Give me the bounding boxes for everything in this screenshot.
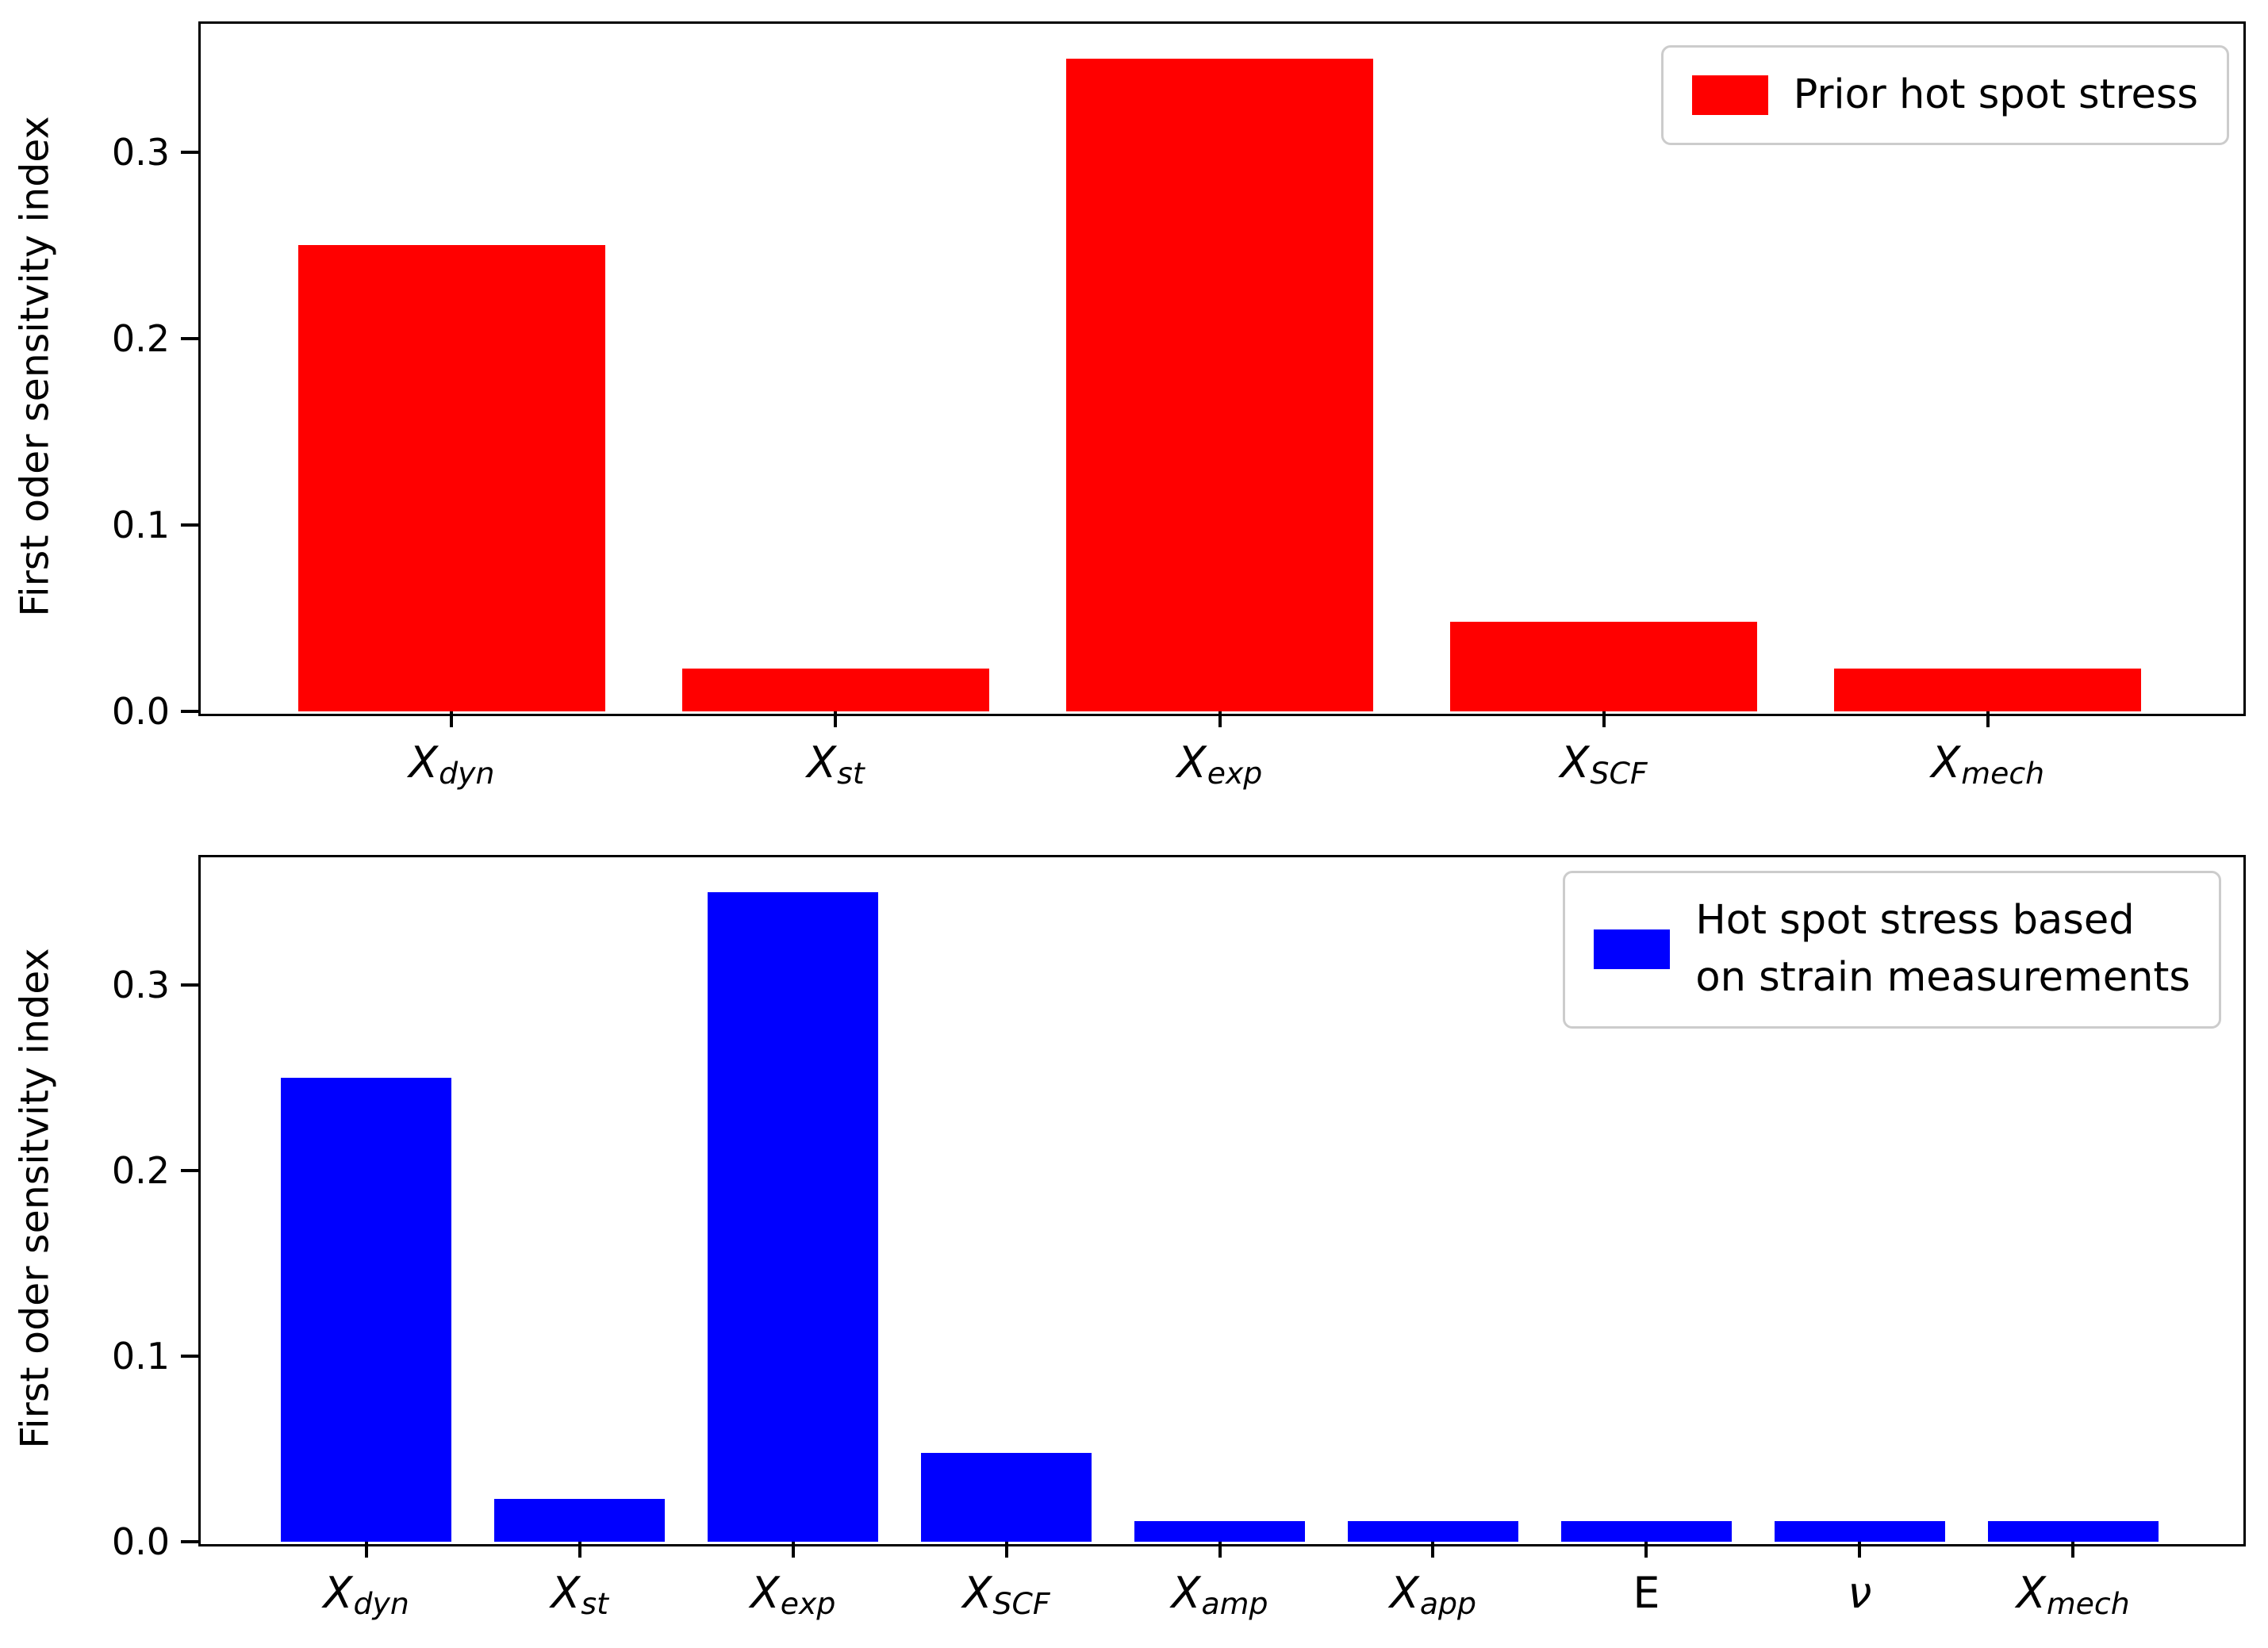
bar-bottom-Xapp [1347, 1521, 1518, 1542]
x-tick-label-bottom-Xst: Xst [551, 1568, 608, 1622]
y-tick-mark-bottom [181, 1540, 198, 1543]
x-tick-label-top-Xst: Xst [807, 738, 865, 791]
bar-bottom-ν [1774, 1521, 1945, 1542]
x-tick-mark-bottom [791, 1542, 795, 1558]
x-tick-mark-bottom [1858, 1542, 1862, 1558]
x-tick-label-bottom-ν: ν [1848, 1568, 1872, 1618]
legend-bottom: Hot spot stress based on strain measureme… [1563, 871, 2221, 1029]
bar-bottom-Xmech [1987, 1521, 2159, 1542]
y-tick-mark-bottom [181, 1168, 198, 1172]
bar-bottom-XSCF [920, 1452, 1092, 1542]
x-tick-mark-top [1218, 711, 1222, 727]
x-tick-mark-top [834, 711, 838, 727]
x-tick-mark-top [450, 711, 454, 727]
x-tick-mark-bottom [1218, 1542, 1222, 1558]
x-tick-mark-bottom [578, 1542, 581, 1558]
legend-swatch-red [1691, 75, 1768, 116]
x-tick-label-bottom-XSCF: XSCF [962, 1568, 1050, 1622]
y-tick-label-top: 0.3 [111, 130, 170, 174]
legend-line: on strain measurements [1695, 954, 2190, 1002]
bar-bottom-Xdyn [281, 1077, 452, 1542]
x-tick-label-bottom-Xamp: Xamp [1171, 1568, 1268, 1622]
y-tick-mark-top [181, 150, 198, 154]
legend-line: Prior hot spot stress [1793, 71, 2198, 118]
bar-bottom-Xexp [708, 891, 879, 1542]
y-tick-mark-top [181, 336, 198, 340]
y-tick-label-bottom: 0.0 [111, 1520, 170, 1563]
bar-top-Xexp [1065, 59, 1374, 711]
y-tick-mark-bottom [181, 983, 198, 987]
y-tick-label-top: 0.2 [111, 316, 170, 360]
x-tick-mark-top [1986, 711, 1990, 727]
bar-bottom-Xst [494, 1499, 666, 1542]
x-tick-mark-bottom [364, 1542, 368, 1558]
x-tick-label-top-Xdyn: Xdyn [409, 738, 495, 791]
y-tick-label-top: 0.0 [111, 690, 170, 733]
y-tick-label-bottom: 0.2 [111, 1148, 170, 1192]
bar-top-Xdyn [297, 245, 605, 711]
bar-top-Xst [681, 668, 990, 711]
x-tick-mark-bottom [1431, 1542, 1435, 1558]
legend-label-bottom: Hot spot stress based on strain measureme… [1695, 892, 2190, 1007]
bar-top-XSCF [1449, 622, 1758, 711]
x-tick-label-bottom-E: E [1633, 1568, 1660, 1618]
bar-top-Xmech [1834, 668, 2142, 711]
x-tick-label-bottom-Xexp: Xexp [750, 1568, 836, 1622]
bar-bottom-E [1560, 1521, 1732, 1542]
x-tick-mark-top [1602, 711, 1606, 727]
x-tick-mark-bottom [2071, 1542, 2075, 1558]
bar-bottom-Xamp [1134, 1521, 1306, 1542]
y-tick-label-bottom: 0.1 [111, 1334, 170, 1378]
x-tick-label-top-Xexp: Xexp [1176, 738, 1263, 791]
y-tick-mark-bottom [181, 1354, 198, 1358]
legend-label-top: Prior hot spot stress [1794, 67, 2198, 124]
y-tick-mark-top [181, 710, 198, 713]
y-tick-label-top: 0.1 [111, 503, 170, 546]
x-tick-label-bottom-Xmech: Xmech [2016, 1568, 2130, 1622]
y-tick-label-bottom: 0.3 [111, 963, 170, 1006]
legend-line: Hot spot stress based [1695, 897, 2135, 944]
x-tick-label-bottom-Xdyn: Xdyn [323, 1568, 409, 1622]
x-tick-label-top-Xmech: Xmech [1931, 738, 2045, 791]
x-tick-mark-bottom [1004, 1542, 1008, 1558]
x-tick-label-bottom-Xapp: Xapp [1389, 1568, 1477, 1622]
x-tick-mark-bottom [1644, 1542, 1648, 1558]
legend-top: Prior hot spot stress [1660, 45, 2229, 146]
x-tick-label-top-XSCF: XSCF [1560, 738, 1648, 791]
y-tick-mark-top [181, 523, 198, 527]
legend-swatch-blue [1594, 929, 1671, 970]
